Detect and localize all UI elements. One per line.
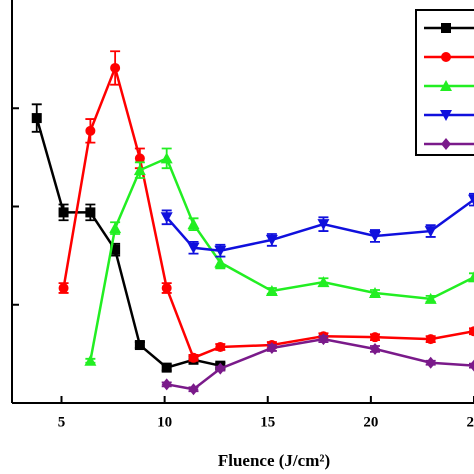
marker	[134, 153, 145, 164]
marker	[133, 164, 146, 176]
marker	[160, 212, 173, 224]
marker	[266, 341, 277, 354]
x-tick-label: 20	[363, 414, 378, 430]
marker	[441, 138, 451, 150]
marker	[187, 242, 200, 254]
marker	[160, 152, 173, 164]
marker	[85, 125, 96, 136]
marker	[187, 218, 200, 230]
marker	[58, 207, 69, 218]
x-tick-label: 5	[58, 414, 66, 430]
marker	[134, 340, 145, 351]
series-line	[89, 156, 474, 361]
marker	[188, 383, 199, 396]
marker	[161, 378, 172, 391]
series-line	[166, 337, 474, 391]
marker	[110, 62, 121, 73]
marker	[58, 283, 69, 294]
marker	[370, 342, 380, 355]
marker	[31, 113, 42, 124]
marker	[318, 333, 329, 346]
marker	[441, 23, 451, 33]
marker	[370, 332, 380, 343]
marker	[110, 244, 121, 255]
marker	[424, 292, 437, 304]
marker	[84, 354, 97, 366]
error-bar	[469, 192, 474, 207]
marker	[214, 256, 227, 268]
x-tick-label: 10	[157, 414, 172, 430]
marker	[188, 352, 199, 363]
x-axis-label: Fluence (J/cm²)	[218, 451, 330, 470]
series-line	[165, 198, 474, 252]
marker	[424, 226, 437, 238]
marker	[109, 222, 122, 234]
marker	[369, 286, 381, 298]
x-tick-label: 15	[260, 414, 275, 430]
marker	[440, 80, 452, 91]
marker	[317, 276, 330, 288]
marker	[469, 359, 474, 372]
marker	[469, 326, 474, 337]
marker	[425, 334, 436, 345]
marker	[317, 219, 330, 231]
marker	[214, 245, 227, 257]
marker	[441, 52, 451, 62]
marker	[215, 362, 226, 375]
marker	[265, 234, 278, 246]
marker	[369, 230, 381, 242]
marker	[161, 283, 172, 294]
marker	[468, 271, 474, 283]
x-tick-label: 25	[467, 414, 474, 430]
marker	[425, 356, 436, 369]
marker	[215, 341, 226, 352]
marker	[161, 362, 172, 373]
marker	[85, 207, 96, 218]
marker	[265, 284, 278, 296]
series-line	[62, 64, 474, 360]
marker	[440, 110, 452, 121]
marker	[468, 194, 474, 206]
